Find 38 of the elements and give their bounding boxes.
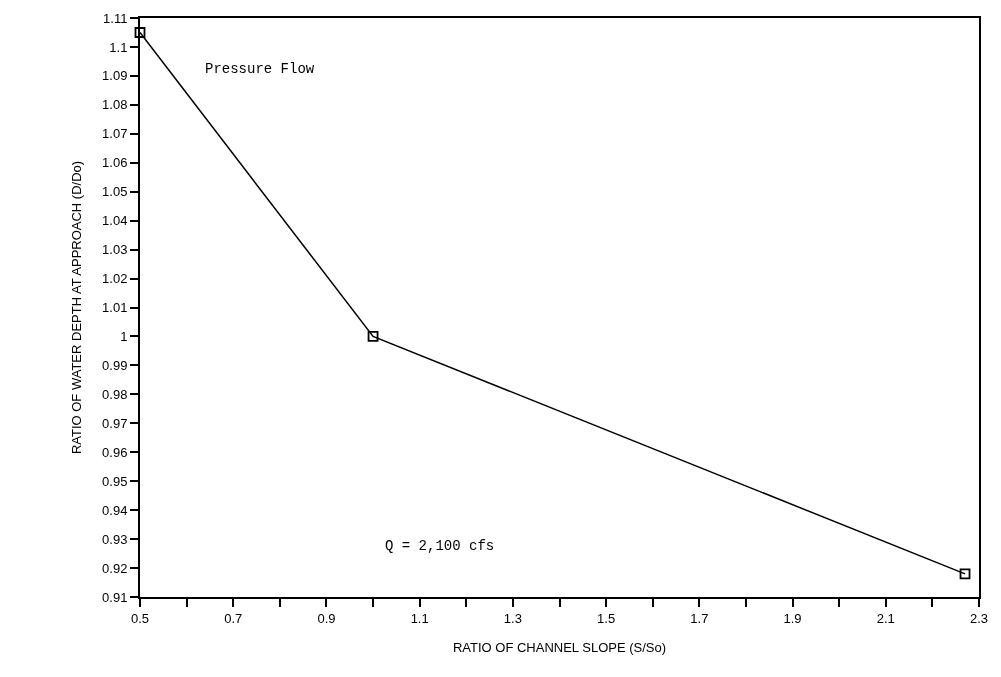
x-tick-label: 2.3: [969, 610, 989, 626]
annotation: Pressure Flow: [205, 61, 315, 77]
x-tick-label: 1.3: [503, 610, 522, 626]
annotation: Q = 2,100 cfs: [385, 538, 495, 554]
y-tick-label: 1.06: [102, 155, 128, 171]
y-tick-label: 1.11: [103, 10, 128, 26]
x-tick-label: 2.1: [876, 610, 895, 626]
point: [367, 331, 379, 342]
y-tick-label: 1.1: [109, 39, 128, 55]
point: [134, 27, 146, 38]
y-tick-label: 0.97: [102, 415, 128, 431]
x-tick-label: 0.7: [224, 610, 243, 626]
y-tick-label: 1: [120, 329, 128, 344]
y-tick-label: 1.02: [102, 271, 128, 287]
x-tick-label: 1.5: [597, 610, 616, 626]
y-axis-title: RATIO OF WATER DEPTH AT APPROACH (D/Do): [68, 160, 84, 455]
y-tick-label: 0.91: [102, 589, 128, 605]
y-tick-label: 1.01: [102, 300, 128, 316]
y-tick-label: 0.93: [102, 531, 128, 547]
y-tick-label: 1.03: [102, 242, 128, 258]
x-tick-label: 1.7: [690, 610, 709, 626]
y-tick-label: 1.05: [102, 184, 128, 200]
y-tick-label: 1.09: [102, 68, 128, 84]
y-tick-label: 0.95: [102, 473, 128, 489]
x-tick-label: 1.9: [783, 610, 802, 626]
y-tick-label: 1.07: [102, 126, 128, 142]
y-tick-label: 0.99: [102, 357, 128, 373]
y-tick-label: 0.96: [102, 444, 128, 460]
x-axis-title: RATIO OF CHANNEL SLOPE (S/So): [452, 639, 667, 655]
x-tick-label: 0.5: [130, 610, 150, 626]
y-tick-label: 0.98: [102, 386, 128, 402]
point: [959, 568, 971, 580]
y-tick-label: 0.94: [102, 502, 128, 518]
y-tick-label: 1.04: [102, 213, 128, 229]
y-tick-label: 0.92: [102, 560, 128, 576]
x-tick-label: 1.1: [410, 610, 429, 626]
y-tick-label: 1.08: [102, 97, 128, 113]
x-tick-label: 0.9: [317, 610, 336, 626]
